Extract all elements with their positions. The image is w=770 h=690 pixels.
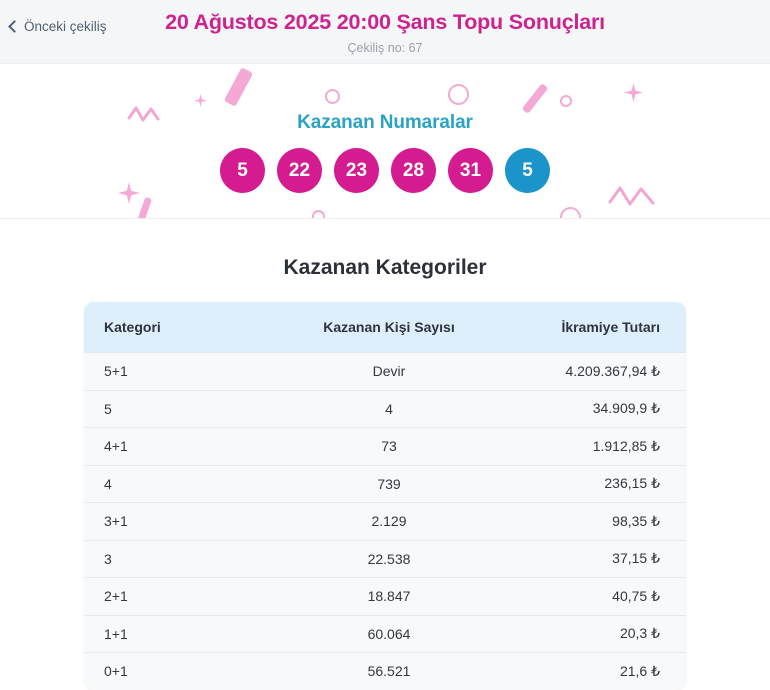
confetti-ring-icon xyxy=(312,210,325,218)
chevron-left-icon xyxy=(8,19,21,33)
table-row: 1+1 60.064 20,3 ₺ xyxy=(84,614,686,652)
confetti-ring-icon xyxy=(560,95,572,107)
winning-number-ball: 5 xyxy=(220,148,265,193)
confetti-star-icon xyxy=(194,94,207,107)
cell-prize-amount: 20,3 ₺ xyxy=(619,625,660,642)
cell-category: 2+1 xyxy=(104,588,128,605)
cell-winner-count: 22.538 xyxy=(367,550,411,567)
draw-number: Çekiliş no: 67 xyxy=(347,40,423,55)
winning-numbers-section: Kazanan Numaralar 5 22 23 28 31 5 xyxy=(0,64,770,219)
cell-prize-amount: 37,15 ₺ xyxy=(612,550,660,567)
table-header-row: Kategori Kazanan Kişi Sayısı İkramiye Tu… xyxy=(84,302,686,352)
column-header-winner-count: Kazanan Kişi Sayısı xyxy=(323,319,455,335)
cell-prize-amount: 4.209.367,94 ₺ xyxy=(565,362,660,379)
cell-category: 4 xyxy=(104,475,112,492)
table-row: 5 4 34.909,9 ₺ xyxy=(84,389,686,427)
column-header-prize-amount: İkramiye Tutarı xyxy=(561,319,660,335)
categories-title: Kazanan Kategoriler xyxy=(283,256,487,279)
cell-category: 4+1 xyxy=(104,438,128,455)
table-row: 5+1 Devir 4.209.367,94 ₺ xyxy=(84,352,686,390)
confetti-ring-icon xyxy=(448,84,469,105)
winning-number-ball: 22 xyxy=(277,148,322,193)
table-row: 2+1 18.847 40,75 ₺ xyxy=(84,577,686,615)
column-header-category: Kategori xyxy=(104,319,161,335)
confetti-star-icon xyxy=(624,83,643,102)
confetti-ring-icon xyxy=(325,89,340,104)
table-row: 3 22.538 37,15 ₺ xyxy=(84,539,686,577)
cell-winner-count: 18.847 xyxy=(367,588,411,605)
winning-number-ball: 28 xyxy=(391,148,436,193)
cell-category: 3 xyxy=(104,550,112,567)
bonus-number-ball: 5 xyxy=(505,148,550,193)
cell-winner-count: 56.521 xyxy=(367,663,411,680)
cell-winner-count: 2.129 xyxy=(371,513,407,530)
cell-prize-amount: 1.912,85 ₺ xyxy=(592,437,660,454)
winning-numbers-list: 5 22 23 28 31 5 xyxy=(0,148,770,193)
cell-category: 0+1 xyxy=(104,663,128,680)
winning-categories-table: Kategori Kazanan Kişi Sayısı İkramiye Tu… xyxy=(84,302,686,690)
cell-winner-count: 60.064 xyxy=(367,625,411,642)
cell-prize-amount: 21,6 ₺ xyxy=(619,662,660,679)
cell-winner-count: 739 xyxy=(377,475,401,492)
cell-prize-amount: 98,35 ₺ xyxy=(612,512,660,529)
cell-category: 1+1 xyxy=(104,625,128,642)
cell-winner-count: Devir xyxy=(372,363,406,380)
table-row: 3+1 2.129 98,35 ₺ xyxy=(84,502,686,540)
cell-winner-count: 73 xyxy=(381,438,397,455)
table-row: 4+1 73 1.912,85 ₺ xyxy=(84,427,686,465)
cell-prize-amount: 34.909,9 ₺ xyxy=(592,400,660,417)
cell-category: 5+1 xyxy=(104,363,128,380)
page-title: 20 Ağustos 2025 20:00 Şans Topu Sonuçlar… xyxy=(165,10,605,34)
back-link-label: Önceki çekiliş xyxy=(24,19,107,34)
cell-prize-amount: 40,75 ₺ xyxy=(612,587,660,604)
confetti-bar-icon xyxy=(521,83,549,114)
confetti-bar-icon xyxy=(223,67,254,107)
winning-number-ball: 23 xyxy=(334,148,379,193)
winning-numbers-heading: Kazanan Numaralar xyxy=(297,112,473,133)
page-header: Önceki çekiliş 20 Ağustos 2025 20:00 Şan… xyxy=(0,0,770,64)
table-row: 4 739 236,15 ₺ xyxy=(84,464,686,502)
winning-number-ball: 31 xyxy=(448,148,493,193)
cell-prize-amount: 236,15 ₺ xyxy=(604,475,660,492)
table-row: 0+1 56.521 21,6 ₺ xyxy=(84,652,686,690)
cell-category: 5 xyxy=(104,400,112,417)
confetti-bar-icon xyxy=(134,196,153,218)
cell-winner-count: 4 xyxy=(385,400,393,417)
confetti-ring-icon xyxy=(560,207,581,218)
title-block: 20 Ağustos 2025 20:00 Şans Topu Sonuçlar… xyxy=(0,0,770,54)
back-to-previous-draw-link[interactable]: Önceki çekiliş xyxy=(8,19,107,34)
cell-category: 3+1 xyxy=(104,513,128,530)
